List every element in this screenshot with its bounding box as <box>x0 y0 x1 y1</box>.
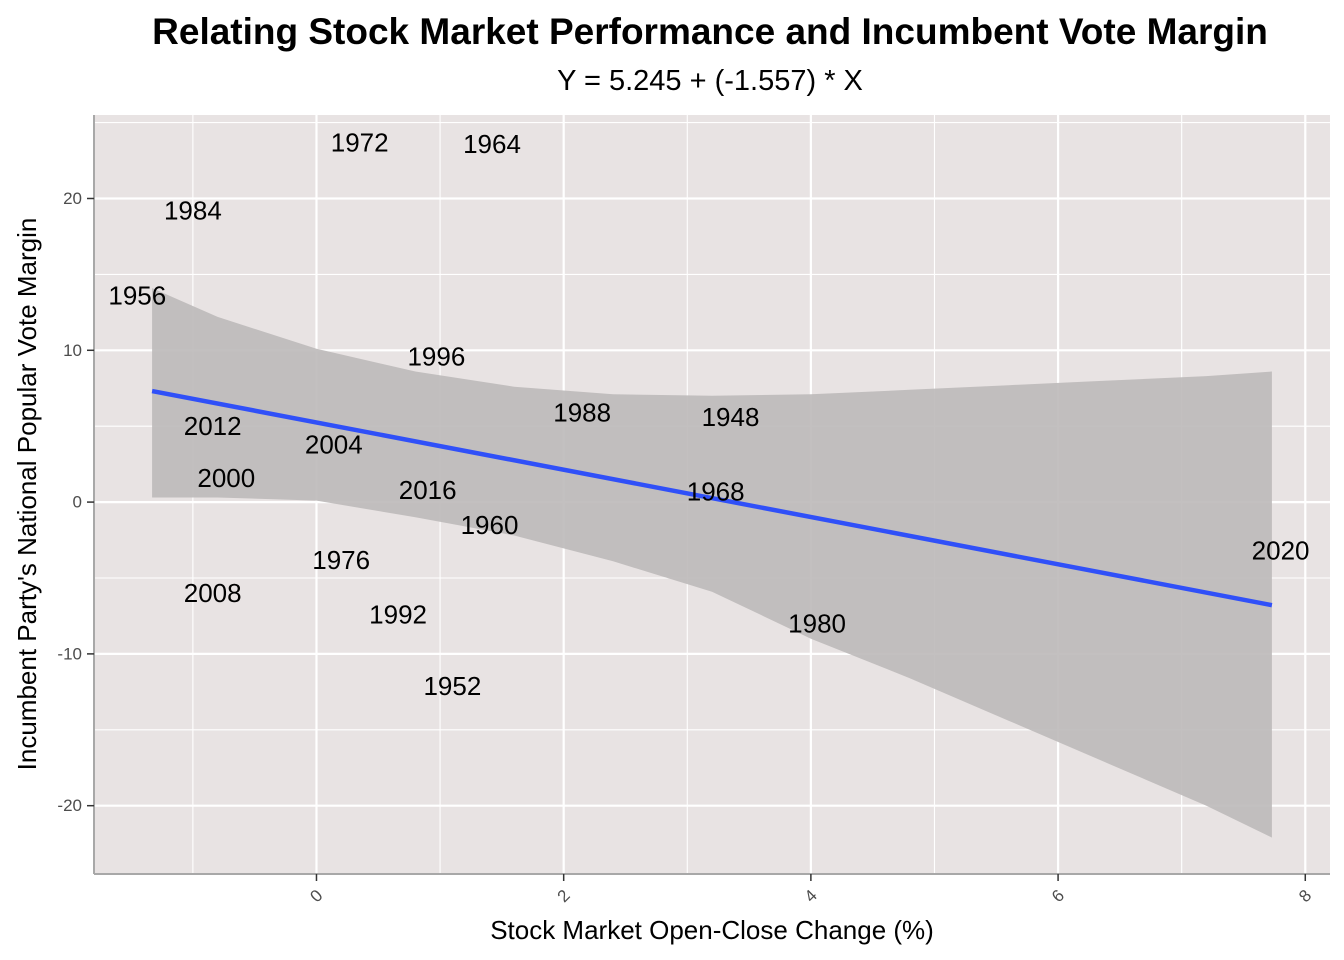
chart-subtitle: Y = 5.245 + (-1.557) * X <box>557 65 863 97</box>
point-label-1976: 1976 <box>312 545 370 575</box>
point-label-1980: 1980 <box>788 609 846 639</box>
x-axis-title: Stock Market Open-Close Change (%) <box>490 915 934 945</box>
chart-title: Relating Stock Market Performance and In… <box>152 11 1268 52</box>
point-label-2020: 2020 <box>1252 536 1310 566</box>
x-tick-label: 0 <box>306 886 326 906</box>
point-label-1972: 1972 <box>331 127 389 157</box>
x-tick-label: 4 <box>801 886 821 906</box>
point-label-2016: 2016 <box>399 475 457 505</box>
point-label-1964: 1964 <box>463 129 521 159</box>
point-label-1948: 1948 <box>702 402 760 432</box>
y-tick-label: 20 <box>63 189 82 208</box>
y-tick-label: -20 <box>57 796 82 815</box>
confidence-band <box>152 288 1272 838</box>
point-label-1968: 1968 <box>687 477 745 507</box>
y-tick-label: 0 <box>73 493 82 512</box>
point-label-1988: 1988 <box>553 398 611 428</box>
point-label-2000: 2000 <box>197 463 255 493</box>
x-axis-ticks: 0 2 4 6 8 <box>306 874 1315 906</box>
x-tick-label: 8 <box>1295 886 1315 906</box>
y-tick-label: 10 <box>63 341 82 360</box>
point-label-2012: 2012 <box>184 411 242 441</box>
y-axis-title: Incumbent Party's National Popular Vote … <box>12 218 42 771</box>
point-label-1956: 1956 <box>108 281 166 311</box>
x-tick-label: 2 <box>554 886 574 906</box>
point-labels: 1948 1952 1956 1960 1964 1968 1972 1976 1980 1984… <box>108 127 1310 701</box>
point-label-2008: 2008 <box>184 578 242 608</box>
point-label-2004: 2004 <box>305 429 363 459</box>
y-tick-label: -10 <box>57 644 82 663</box>
point-label-1960: 1960 <box>461 510 519 540</box>
point-label-1996: 1996 <box>407 341 465 371</box>
point-label-1952: 1952 <box>423 671 481 701</box>
fit-line-layer <box>151 388 1273 608</box>
point-label-1992: 1992 <box>369 599 427 629</box>
y-axis-ticks: -20 -10 0 10 20 <box>57 189 94 815</box>
confidence-band-layer <box>152 288 1272 838</box>
x-tick-label: 6 <box>1048 886 1068 906</box>
axes <box>93 115 1330 875</box>
regression-line <box>151 388 1273 608</box>
point-label-1984: 1984 <box>164 196 222 226</box>
